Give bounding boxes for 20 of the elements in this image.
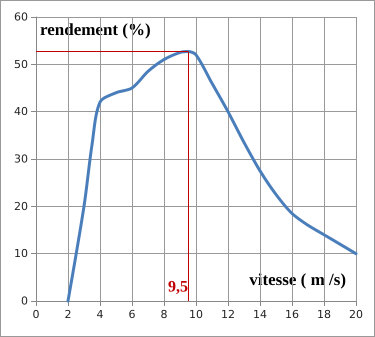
x-tick-label: 2 [64, 308, 72, 321]
y-tick-label: 20 [14, 200, 28, 213]
x-tick-label: 8 [160, 308, 168, 321]
x-tick-label: 18 [317, 308, 331, 321]
y-tick-label: 50 [14, 58, 28, 71]
x-tick-label: 20 [349, 308, 363, 321]
x-tick-label: 6 [128, 308, 136, 321]
y-tick-label: 0 [21, 294, 28, 308]
y-tick-label: 10 [14, 247, 28, 260]
x-tick-label: 14 [253, 308, 267, 321]
x-tick-label: 10 [189, 308, 203, 321]
x-tick-label: 12 [221, 308, 235, 321]
x-tick-label: 16 [285, 308, 299, 321]
x-tick-label: 0 [32, 308, 40, 321]
y-tick-label: 60 [14, 10, 28, 24]
x-tick-label: 4 [96, 308, 104, 321]
y-axis-title: rendement (%) [40, 20, 151, 39]
y-tick-label: 40 [14, 105, 28, 118]
ref-line-label: 9,5 [168, 278, 188, 296]
y-tick-label: 30 [14, 152, 28, 166]
